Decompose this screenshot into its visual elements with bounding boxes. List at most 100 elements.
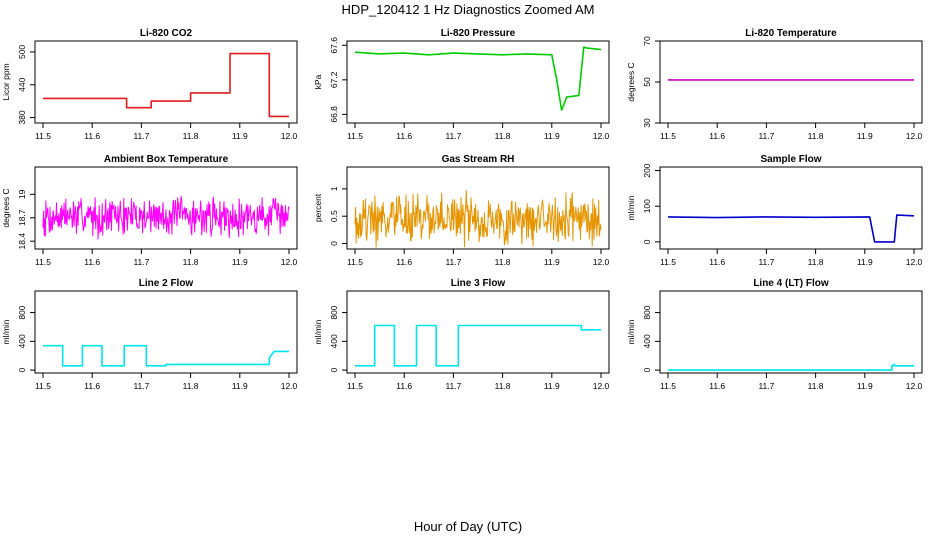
y-tick-label: 67.6 (329, 37, 339, 54)
panel-title: Line 2 Flow (139, 278, 194, 289)
y-tick-label: 380 (17, 110, 27, 124)
x-tick-label: 12.0 (593, 131, 610, 141)
x-tick-label: 11.9 (544, 131, 560, 141)
y-tick-label: 67.2 (329, 71, 339, 88)
y-tick-label: 30 (642, 118, 652, 128)
y-axis-label: Licor ppm (1, 63, 11, 100)
series-line (42, 195, 290, 240)
x-tick-label: 11.7 (133, 131, 149, 141)
series-line (667, 214, 915, 243)
panel-title: Line 4 (LT) Flow (753, 278, 829, 289)
x-tick-label: 11.8 (808, 257, 824, 267)
y-tick-label: 18.7 (17, 209, 27, 226)
y-axis-label: ml/min (313, 319, 323, 344)
x-tick-label: 11.8 (808, 381, 824, 391)
plot-frame (34, 166, 298, 250)
x-tick-label: 11.8 (183, 257, 199, 267)
x-tick-label: 11.9 (232, 257, 248, 267)
x-tick-label: 11.5 (660, 381, 676, 391)
plot-frame (346, 40, 610, 124)
y-tick-label: 400 (642, 334, 652, 348)
x-tick-label: 12.0 (281, 131, 298, 141)
x-tick-label: 11.6 (396, 131, 412, 141)
y-tick-label: 800 (17, 305, 27, 319)
x-tick-label: 11.9 (857, 131, 873, 141)
plot-frame (34, 40, 298, 124)
x-tick-label: 12.0 (281, 381, 298, 391)
figure-title: HDP_120412 1 Hz Diagnostics Zoomed AM (341, 2, 595, 17)
x-tick-label: 11.8 (183, 381, 199, 391)
y-axis-label: ml/min (626, 319, 636, 344)
x-tick-label: 11.6 (709, 381, 725, 391)
panel-title: Sample Flow (760, 154, 821, 165)
x-tick-label: 11.5 (347, 131, 363, 141)
x-tick-label: 11.6 (84, 381, 100, 391)
y-tick-label: 0 (329, 241, 339, 246)
panel-8: Line 3 Flow ml/min 11.5 11.6 11.7 11.8 11.9 12.… (313, 278, 610, 391)
y-tick-label: 400 (329, 334, 339, 348)
plot-frame (659, 166, 923, 250)
y-tick-label: 500 (17, 45, 27, 59)
y-tick-label: 100 (642, 199, 652, 213)
y-tick-label: 1 (329, 186, 339, 191)
y-tick-label: 400 (17, 334, 27, 348)
x-tick-label: 11.7 (445, 381, 461, 391)
plot-frame (659, 40, 923, 124)
x-tick-label: 11.7 (445, 257, 461, 267)
x-tick-label: 11.9 (544, 257, 560, 267)
panel-1: Li-820 CO2 Licor ppm 11.5 11.6 11.7 11.8 11.9 1… (1, 28, 298, 141)
y-axis-label: degrees C (626, 62, 636, 101)
plot-frame (659, 290, 923, 374)
panel-6: Sample Flow ml/min 11.5 11.6 11.7 11.8 11.9 12.… (626, 154, 923, 267)
x-tick-label: 11.5 (660, 257, 676, 267)
series-line (354, 46, 602, 111)
panel-2: Li-820 Pressure kPa 11.5 11.6 11.7 11.8 11.9 12… (313, 28, 610, 141)
x-tick-label: 11.8 (495, 257, 511, 267)
panel-3: Li-820 Temperature degrees C 11.5 11.6 11.7 1… (626, 28, 923, 141)
y-tick-label: 0 (329, 367, 339, 372)
y-axis-label: ml/min (1, 319, 11, 344)
y-tick-label: 800 (642, 305, 652, 319)
panel-title: Gas Stream RH (442, 154, 515, 165)
x-tick-label: 11.6 (84, 131, 100, 141)
x-tick-label: 11.8 (495, 381, 511, 391)
y-axis-label: degrees C (1, 188, 11, 227)
y-axis-label: percent (313, 193, 323, 222)
panel-title: Li-820 Temperature (745, 28, 837, 39)
series-line (43, 52, 289, 118)
x-tick-label: 11.5 (35, 381, 51, 391)
plot-frame (34, 290, 298, 374)
series-line (43, 344, 289, 367)
x-tick-label: 12.0 (906, 257, 923, 267)
x-tick-label: 11.7 (758, 131, 774, 141)
x-tick-label: 11.7 (445, 131, 461, 141)
x-tick-label: 11.6 (709, 131, 725, 141)
plot-frame (346, 166, 610, 250)
panel-title: Li-820 CO2 (140, 28, 193, 39)
panel-title: Ambient Box Temperature (104, 154, 229, 165)
x-tick-label: 11.9 (544, 381, 560, 391)
x-axis-caption: Hour of Day (UTC) (413, 519, 523, 534)
panel-title: Li-820 Pressure (441, 28, 516, 39)
x-tick-label: 11.9 (857, 257, 873, 267)
x-tick-label: 11.8 (495, 131, 511, 141)
y-tick-label: 50 (642, 77, 652, 87)
x-tick-label: 11.5 (35, 257, 51, 267)
y-axis-label: kPa (313, 74, 323, 89)
x-tick-label: 11.5 (347, 381, 363, 391)
panel-4: Ambient Box Temperature degrees C 11.5 11.6… (1, 154, 298, 267)
x-tick-label: 11.6 (84, 257, 100, 267)
x-tick-label: 11.9 (857, 381, 873, 391)
x-tick-label: 11.9 (232, 381, 248, 391)
panel-5: Gas Stream RH percent 11.5 11.6 11.7 11.8 11.9… (313, 154, 610, 267)
x-tick-label: 11.8 (183, 131, 199, 141)
y-tick-label: 0 (17, 367, 27, 372)
x-tick-label: 11.9 (232, 131, 248, 141)
y-tick-label: 70 (642, 36, 652, 46)
plot-frame (346, 290, 610, 374)
y-tick-label: 0 (642, 367, 652, 372)
x-tick-label: 11.5 (35, 131, 51, 141)
y-tick-label: 19 (17, 189, 27, 199)
x-tick-label: 11.7 (133, 381, 149, 391)
y-axis-label: ml/min (626, 195, 636, 220)
